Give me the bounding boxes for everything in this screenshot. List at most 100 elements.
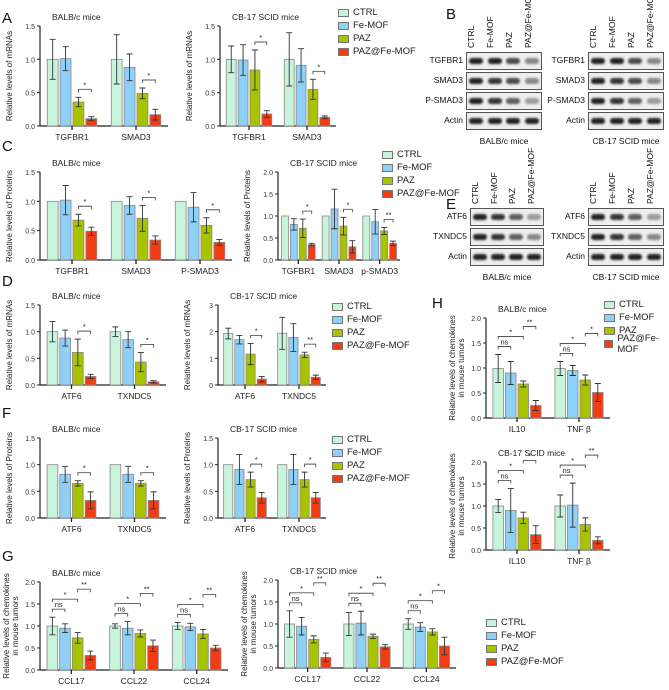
x-tick-label: CCL24 bbox=[183, 676, 210, 686]
blot-row-label: P-SMAD3 bbox=[425, 95, 463, 105]
significance-label: ns bbox=[180, 605, 188, 614]
error-bar bbox=[49, 321, 56, 343]
error-bar bbox=[247, 342, 254, 366]
error-bar bbox=[187, 622, 194, 631]
significance-label: ** bbox=[307, 335, 313, 344]
significance-label: * bbox=[255, 455, 258, 464]
bar-paz bbox=[134, 633, 147, 671]
error-bar bbox=[236, 334, 243, 345]
error-bar bbox=[258, 491, 265, 504]
bar-paz bbox=[380, 230, 388, 261]
legend-item: CTRL bbox=[332, 433, 410, 446]
bar-paz bbox=[367, 635, 379, 669]
legend-item: CTRL bbox=[604, 298, 669, 311]
significance-label: * bbox=[83, 322, 86, 331]
blot-row-label: TXNDC5 bbox=[550, 231, 585, 241]
y-axis-label-line2: in mouse tumors bbox=[457, 338, 466, 397]
significance-bracket bbox=[51, 608, 66, 613]
error-bar bbox=[251, 49, 258, 91]
error-bar bbox=[139, 87, 146, 100]
significance-label: * bbox=[259, 33, 262, 42]
significance-bracket bbox=[77, 88, 92, 93]
bar-ctrl bbox=[362, 215, 371, 261]
x-tick-label: CCL22 bbox=[121, 676, 148, 686]
error-bar bbox=[125, 465, 132, 483]
x-tick-label: TGFBR1 bbox=[232, 132, 266, 142]
chart-c-cb17-protein: CB-17 SCID mice Relative levels of Protei… bbox=[238, 152, 404, 280]
error-bar bbox=[340, 216, 347, 236]
y-tick-label: 0.5 bbox=[205, 91, 215, 98]
blot-row-label: Actin bbox=[444, 115, 463, 125]
panel-label-c: C bbox=[2, 138, 13, 155]
y-axis-label: Relative levels of chemokines bbox=[448, 453, 457, 558]
protein-band bbox=[591, 254, 606, 260]
legend-item: PAZ@Fe-MOF bbox=[338, 45, 416, 58]
y-tick-label: 1.5 bbox=[471, 341, 481, 348]
significance-bracket bbox=[343, 208, 353, 213]
y-tick-label: 0.5 bbox=[471, 526, 481, 533]
blot-band-strip bbox=[466, 92, 542, 110]
chart-title: CB-17 SCID mice bbox=[230, 291, 297, 301]
legend-swatch bbox=[332, 341, 343, 350]
significance-bracket bbox=[304, 343, 317, 348]
blot-band-strip bbox=[588, 228, 664, 246]
y-tick-label: 0.0 bbox=[263, 666, 273, 673]
y-tick-label: 0 bbox=[209, 383, 213, 390]
significance-label: * bbox=[83, 197, 86, 206]
legend-label: CTRL bbox=[501, 617, 526, 628]
blot-caption: BALB/c mice bbox=[479, 136, 529, 146]
lane-label: PAZ@Fe-MOF bbox=[645, 0, 655, 48]
lane-label: PAZ bbox=[507, 188, 517, 204]
protein-band bbox=[509, 234, 523, 240]
legend-swatch bbox=[338, 34, 349, 43]
bar-paz bbox=[135, 482, 147, 519]
protein-band bbox=[506, 58, 521, 64]
protein-band bbox=[527, 234, 541, 240]
error-bar bbox=[258, 376, 265, 383]
legend-item: Fe-MOF bbox=[338, 19, 416, 32]
y-axis-label: Relative levels of chemokines bbox=[448, 315, 457, 420]
y-tick-label: 1.5 bbox=[25, 602, 35, 609]
legend-swatch bbox=[338, 8, 349, 17]
x-tick-label: CCL17 bbox=[58, 676, 85, 686]
y-tick-label: 0.5 bbox=[25, 646, 35, 653]
significance-label: * bbox=[255, 326, 258, 335]
legend-swatch bbox=[332, 315, 343, 324]
significance-label: * bbox=[437, 582, 440, 591]
error-bar bbox=[532, 525, 539, 544]
blot-band-strip bbox=[466, 52, 542, 70]
legend-swatch bbox=[332, 435, 343, 444]
lane-label: Fe-MOF bbox=[607, 172, 617, 204]
legend-item: PAZ bbox=[604, 324, 669, 337]
lane-label: CTRL bbox=[588, 181, 598, 204]
x-tick-label: ATF6 bbox=[61, 524, 81, 534]
protein-band bbox=[509, 214, 523, 220]
legend-swatch bbox=[486, 631, 497, 640]
y-tick-label: 2 bbox=[209, 330, 213, 337]
lane-label: CTRL bbox=[466, 25, 476, 48]
protein-band bbox=[609, 78, 624, 84]
significance-bracket bbox=[559, 353, 574, 357]
legend-item: Fe-MOF bbox=[486, 629, 564, 642]
y-tick-label: 0.5 bbox=[263, 236, 273, 243]
lane-label: PAZ bbox=[504, 32, 514, 48]
significance-bracket bbox=[313, 582, 327, 586]
error-bar bbox=[582, 374, 589, 386]
chart-svg: BALB/c mice Relative levels of chemokines… bbox=[448, 304, 610, 434]
chart-title: BALB/c mice bbox=[52, 291, 101, 301]
error-bar bbox=[49, 616, 56, 636]
bar-paz bbox=[517, 383, 529, 419]
lane-label: Fe-MOF bbox=[485, 16, 495, 48]
y-tick-label: 0.5 bbox=[25, 489, 35, 496]
blot-caption: BALB/c mice bbox=[482, 272, 532, 282]
chart-title: BALB/c mice bbox=[52, 568, 101, 578]
protein-band bbox=[487, 78, 502, 84]
error-bar bbox=[520, 511, 527, 525]
significance-bracket bbox=[141, 196, 156, 201]
legend-label: CTRL bbox=[347, 434, 372, 445]
error-bar bbox=[87, 650, 94, 661]
panel-label-f: F bbox=[2, 405, 12, 422]
chart-svg: CB-17 SCID mice Relative levels of chemok… bbox=[448, 446, 610, 566]
significance-label: * bbox=[147, 188, 150, 197]
error-bar bbox=[62, 623, 69, 634]
